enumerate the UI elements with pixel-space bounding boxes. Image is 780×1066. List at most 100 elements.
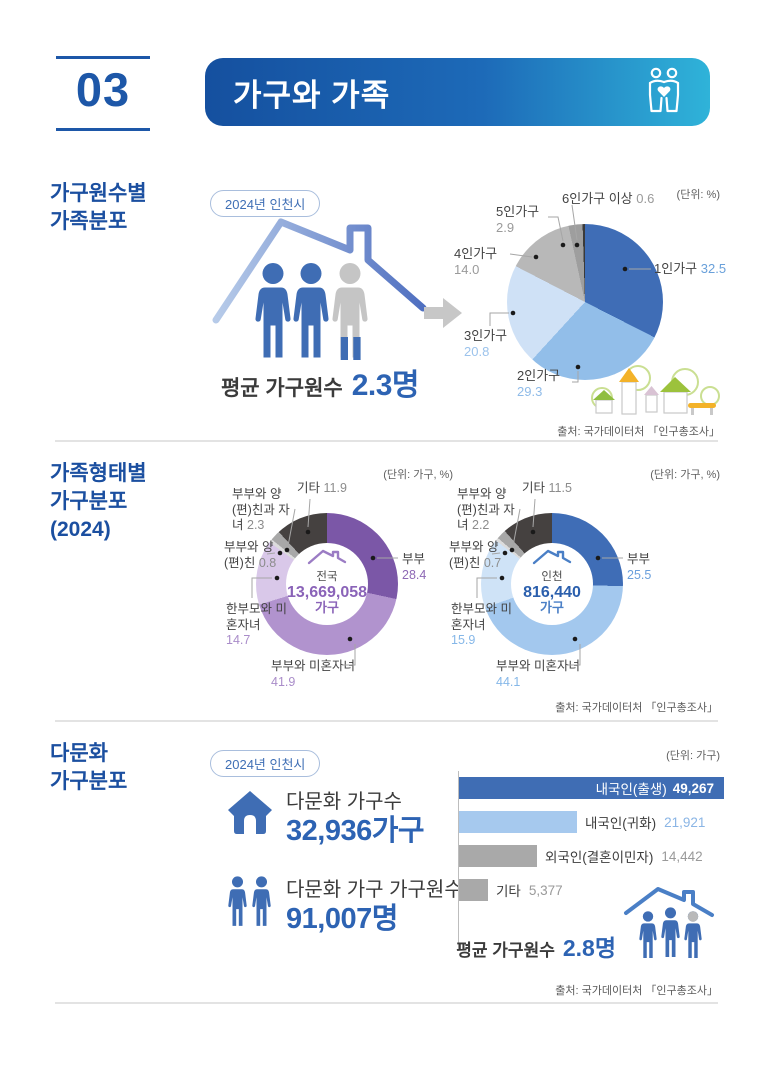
donut-label: 부부와 양(편)친 0.8 [224,540,280,571]
donut-label: 부부와 양(편)친과 자녀 2.3 [232,487,296,534]
slice-label-value: 14.0 [454,262,480,277]
stat2-value: 91,007명 [286,903,398,935]
slice-label-name: 한부모와 미혼자녀 [226,602,287,632]
chapter-number: 03 [75,63,131,116]
bar-row: 내국인(출생) 49,267 [459,777,724,799]
slice-label-name: 부부 [402,552,426,566]
family-type-donut-incheon: 인천 816,440 가구 [481,513,623,655]
unit-label: (단위: 가구, %) [650,469,720,481]
slice-label-value: 25.5 [627,567,652,582]
slice-label-value: 0.6 [636,191,655,206]
page-title-bar: 가구와 가족 [205,58,710,126]
bar-category-label: 내국인(출생) [595,782,667,797]
stat1-label: 다문화 가구수 [286,791,402,813]
village-illustration [591,365,720,415]
slice-label-name: 부부와 양(편)친 [449,540,499,570]
donut-label: 한부모와 미혼자녀 14.7 [226,602,288,649]
slice-label-value: 0.8 [258,555,277,570]
slice-label-name: 4인가구 [454,246,498,261]
section-divider [55,720,718,722]
people-icon [228,876,271,926]
arrow-right-icon [424,298,462,328]
bar: 내국인(출생) 49,267 [459,777,724,799]
donut-center-korea: 전국 13,669,058 가구 [277,547,377,615]
roof-icon [307,549,347,565]
slice-label-value: 41.9 [271,674,296,689]
slice-label-name: 부부와 양(편)친과 자녀 [457,487,515,532]
bar-category-label: 내국인(귀화) [585,816,657,831]
slice-label-name: 3인가구 [464,328,508,343]
house-family-icon [624,887,714,958]
section-divider [55,440,718,442]
bar-category-label: 기타 [496,884,521,899]
source-note: 출처: 국가데이터처 「인구총조사」 [557,426,720,438]
section3-title: 다문화 가구분포 [50,742,128,793]
slice-label-value: 11.5 [548,481,572,495]
avg-household-size: 평균 가구원수 2.3명 [220,369,420,402]
bar-value-label: 21,921 [664,814,706,830]
slice-label-value: 28.4 [402,567,427,582]
section-household-size: 가구원수별 가족분포 2024년 인천시 (단위: %) 평균 가구원수 2.3… [0,160,780,441]
bar-value-label: 49,267 [672,780,714,796]
slice-label-name: 한부모와 미혼자녀 [451,602,512,632]
slice-label-value: 20.8 [464,344,490,359]
slice-label-name: 2인가구 [517,368,561,383]
section-divider [55,1002,718,1004]
family-type-donut-korea: 전국 13,669,058 가구 [256,513,398,655]
slice-label-value: 15.9 [451,633,476,647]
slice-label-value: 0.7 [483,555,502,570]
source-note: 출처: 국가데이터처 「인구총조사」 [555,985,718,997]
bar-axis [458,771,459,951]
slice-label-value: 2.2 [472,518,490,532]
donut-label: 부부 25.5 [627,552,675,583]
donut-label: 한부모와 미혼자녀 15.9 [451,602,513,649]
year-badge: 2024년 인천시 [210,190,321,217]
bar [459,811,577,833]
slice-label-value: 44.1 [496,674,521,689]
slice-label-name: 6인가구 이상 [562,191,633,206]
page-title: 가구와 가족 [233,77,391,113]
bar-value-label: 14,442 [661,848,703,864]
unit-label: (단위: 가구) [666,750,720,762]
slice-label-value: 2.9 [496,220,515,235]
section-multicultural: 다문화 가구분포 2024년 인천시 (단위: 가구) 다문화 가구수 32,9… [0,727,780,1002]
bar-category-label: 외국인(결혼이민자) [545,850,654,865]
source-note: 출처: 국가데이터처 「인구총조사」 [555,702,718,714]
bar-row: 내국인(귀화) 21,921 [459,811,724,833]
pie-label: 4인가구 14.0 [454,246,508,278]
donut-label: 부부와 미혼자녀 41.9 [271,659,369,690]
bar [459,879,488,901]
slice-label-name: 부부 [627,552,651,566]
year-badge: 2024년 인천시 [210,750,321,777]
section1-title: 가구원수별 가족분포 [50,182,147,233]
donut-label: 부부 28.4 [402,552,450,583]
pie-label: 1인가구 32.5 [654,261,746,277]
couple-heart-icon [642,66,686,119]
slice-label-name: 부부와 미혼자녀 [271,659,355,673]
bar [459,845,537,867]
donut-label: 기타 11.9 [297,481,369,497]
slice-label-name: 부부와 양(편)친과 자녀 [232,487,290,532]
slice-label-name: 부부와 미혼자녀 [496,659,580,673]
slice-label-value: 11.9 [323,481,347,495]
household-size-pie-chart [507,224,663,380]
number-rule-top [56,56,150,59]
stat1-value: 32,936가구 [286,815,425,847]
pie-label: 5인가구 2.9 [496,204,550,236]
multicultural-bar-chart: 내국인(출생) 49,267 내국인(귀화) 21,921 외국인(결혼이민자) 14,4… [459,777,724,913]
bar-row: 외국인(결혼이민자) 14,442 [459,845,724,867]
donut-label: 부부와 미혼자녀 44.1 [496,659,594,690]
slice-label-value: 2.3 [247,518,265,532]
stat2-label: 다문화 가구 가구원수 [286,879,463,901]
section-family-type: 가족형태별 가구분포 (2024) (단위: 가구, %) (단위: 가구, %… [0,447,780,720]
number-rule-bottom [56,128,150,131]
donut-label: 부부와 양(편)친과 자녀 2.2 [457,487,521,534]
donut-label: 부부와 양(편)친 0.7 [449,540,505,571]
house-roof-illustration [212,218,427,360]
slice-label-name: 1인가구 [654,261,698,276]
roof-icon [532,549,572,565]
pie-label: 6인가구 이상 0.6 [562,191,674,207]
slice-label-name: 부부와 양(편)친 [224,540,274,570]
slice-label-value: 14.7 [226,633,251,647]
